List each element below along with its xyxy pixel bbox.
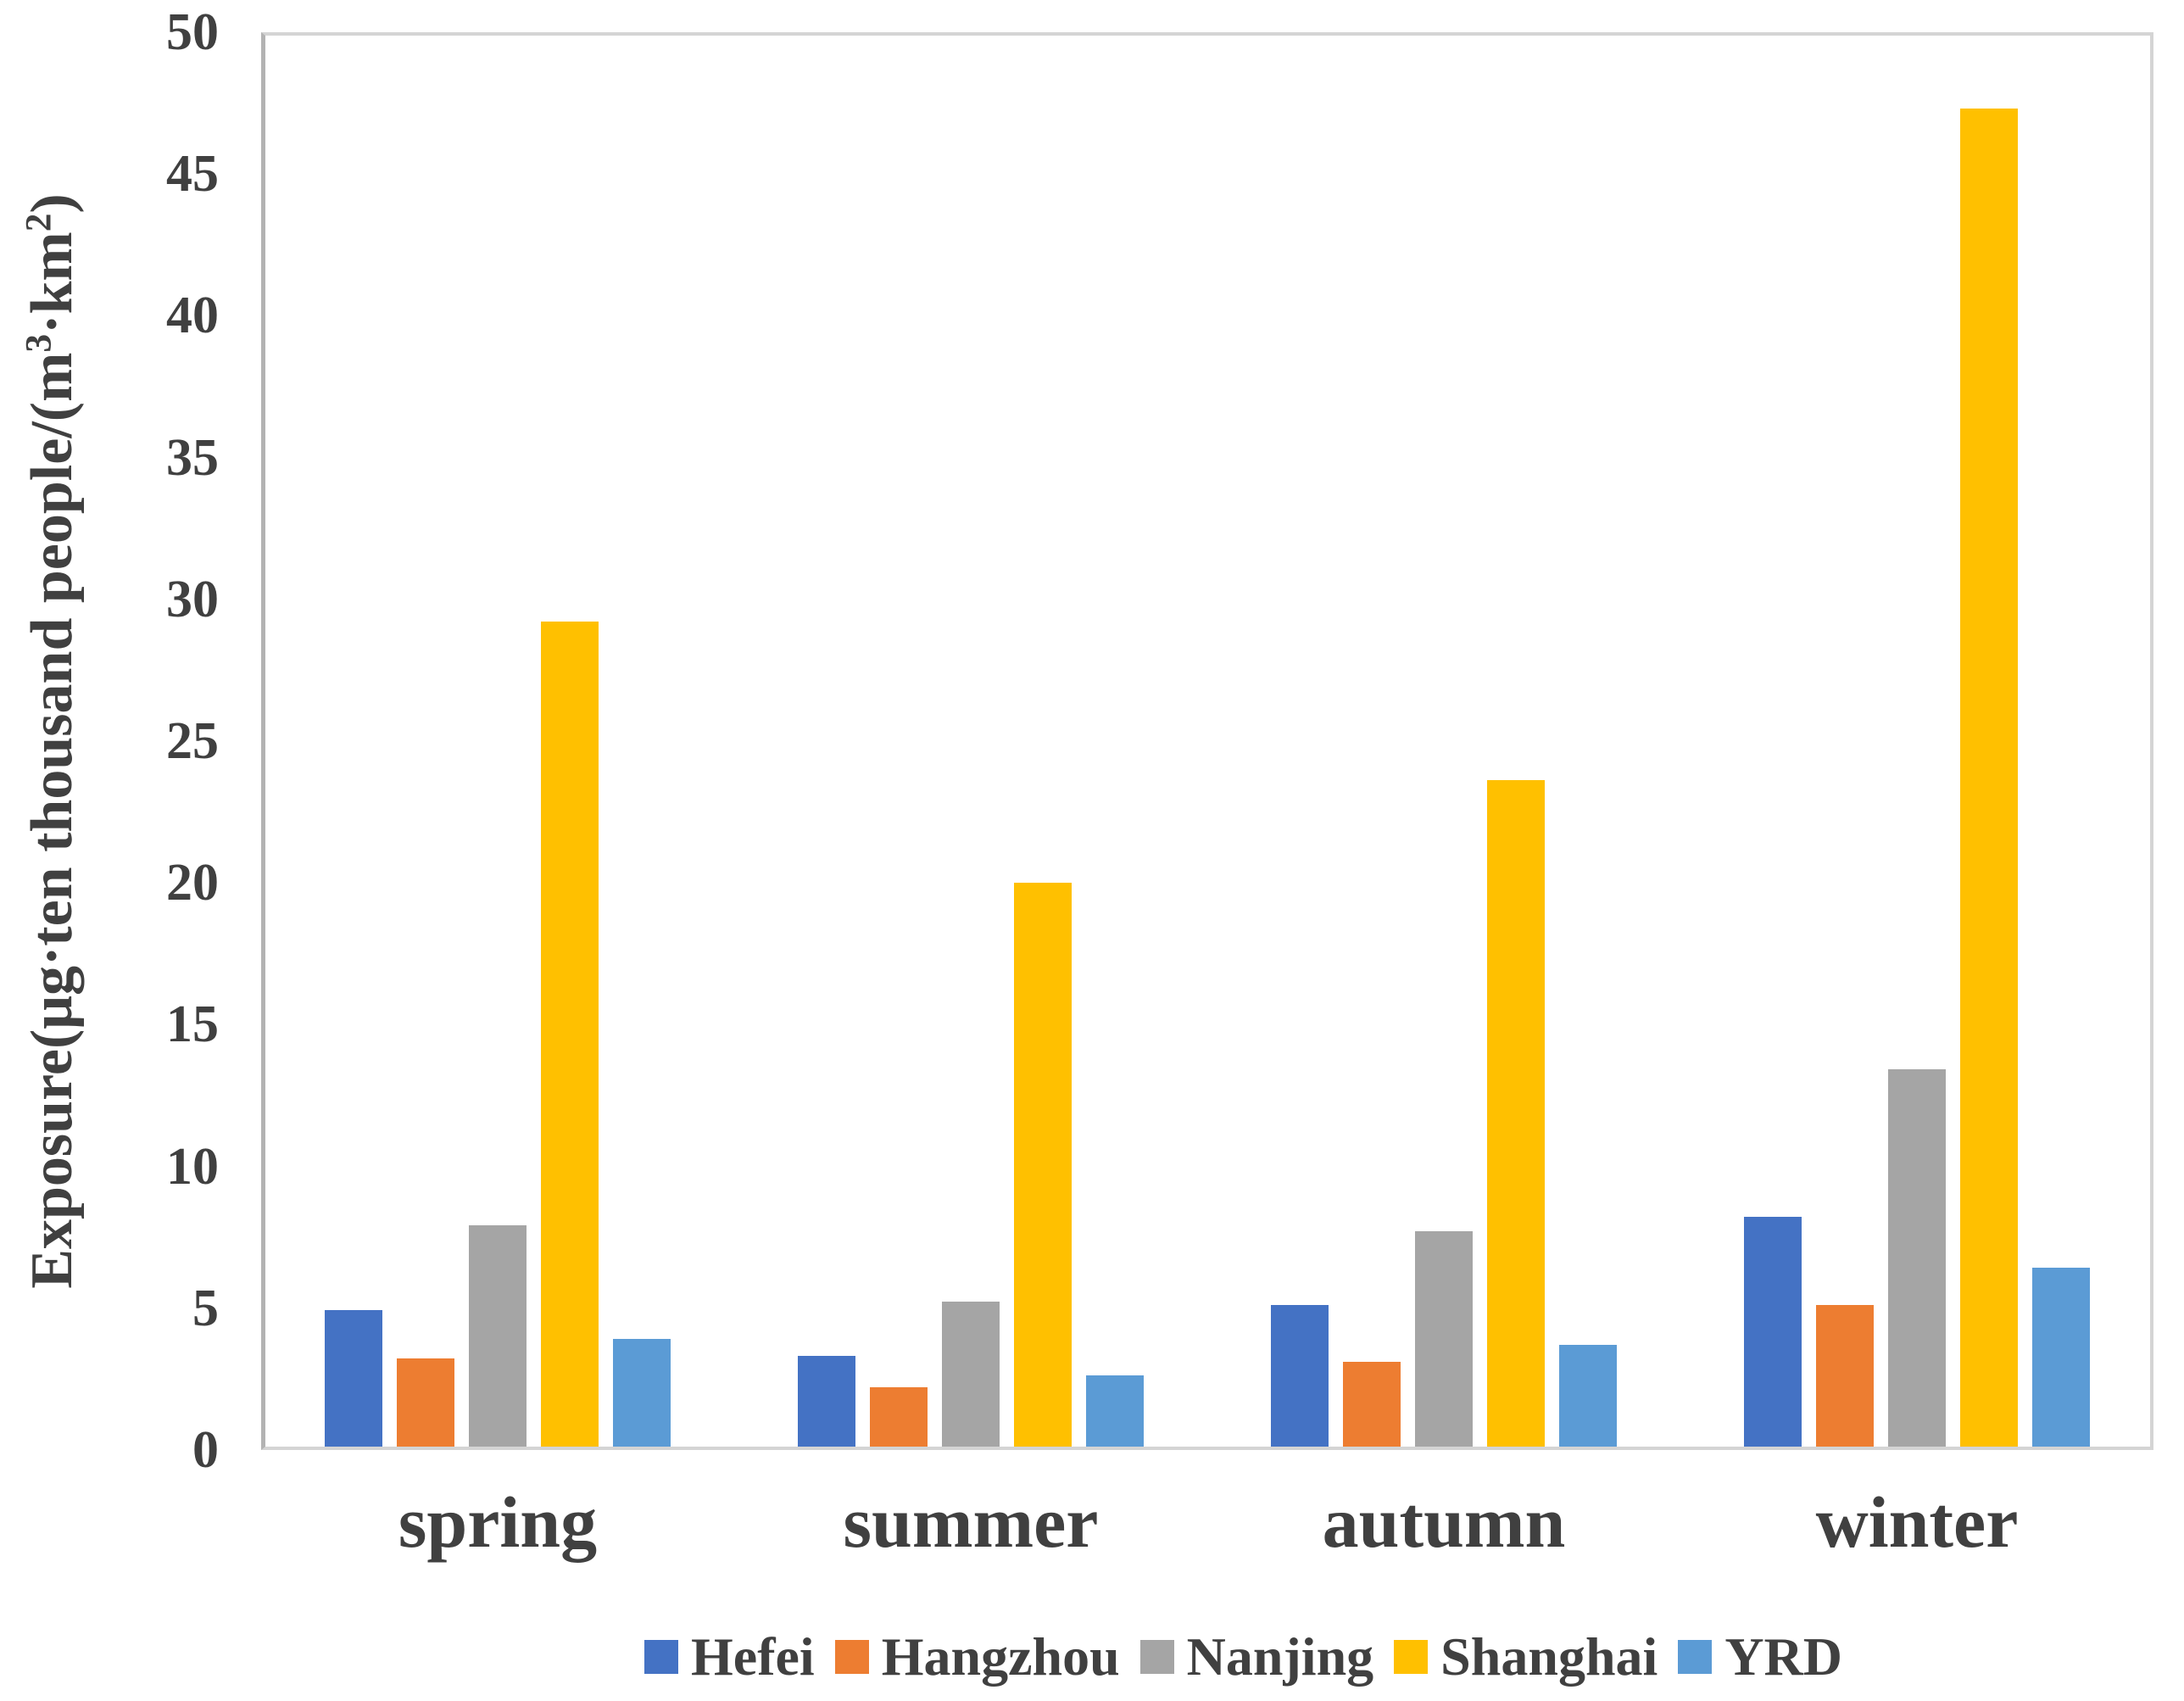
plot-area — [261, 32, 2153, 1450]
x-category-label-spring: spring — [398, 1481, 598, 1563]
bar-autumn-hefei — [1271, 1305, 1329, 1447]
bar-spring-hefei — [325, 1310, 382, 1447]
legend-label-hangzhou: Hangzhou — [881, 1626, 1120, 1687]
legend-item-nanjing: Nanjing — [1139, 1626, 1374, 1687]
y-axis-title-superscript: 2 — [18, 213, 59, 232]
y-tick-label-25: 25 — [166, 712, 219, 770]
bar-autumn-shanghai — [1487, 780, 1545, 1447]
y-tick-label-15: 15 — [166, 996, 219, 1054]
legend-item-yrd: YRD — [1678, 1630, 1842, 1684]
bar-summer-yrd — [1086, 1375, 1144, 1447]
y-tick-label-5: 5 — [192, 1279, 219, 1337]
bar-winter-shanghai — [1960, 109, 2018, 1447]
legend-label-yrd: YRD — [1724, 1626, 1842, 1687]
bar-spring-shanghai — [541, 622, 599, 1447]
y-tick-label-10: 10 — [166, 1137, 219, 1196]
legend-marker-shanghai — [1394, 1640, 1429, 1674]
bar-summer-shanghai — [1014, 883, 1072, 1447]
legend-marker-yrd — [1678, 1640, 1713, 1674]
bar-winter-yrd — [2032, 1268, 2090, 1447]
y-tick-label-30: 30 — [166, 570, 219, 628]
legend-marker-hangzhou — [834, 1640, 869, 1674]
y-tick-label-35: 35 — [166, 428, 219, 487]
y-tick-label-40: 40 — [166, 287, 219, 345]
x-category-label-summer: summer — [843, 1481, 1099, 1563]
legend-marker-hefei — [644, 1640, 678, 1674]
bar-winter-hangzhou — [1816, 1305, 1874, 1447]
x-category-label-autumn: autumn — [1322, 1481, 1566, 1563]
bar-winter-nanjing — [1888, 1069, 1946, 1447]
y-tick-label-0: 0 — [192, 1421, 219, 1479]
bar-autumn-nanjing — [1415, 1231, 1473, 1447]
legend-marker-nanjing — [1139, 1640, 1174, 1674]
y-tick-label-45: 45 — [166, 145, 219, 204]
y-tick-label-20: 20 — [166, 854, 219, 912]
bar-summer-hangzhou — [870, 1387, 928, 1447]
y-tick-label-50: 50 — [166, 3, 219, 61]
bar-spring-yrd — [613, 1339, 671, 1447]
bar-spring-nanjing — [469, 1225, 526, 1447]
bar-summer-nanjing — [942, 1302, 1000, 1447]
bar-autumn-hangzhou — [1343, 1362, 1401, 1447]
bar-spring-hangzhou — [397, 1358, 454, 1447]
legend-item-shanghai: Shanghai — [1394, 1630, 1658, 1684]
x-category-label-winter: winter — [1815, 1481, 2019, 1563]
bar-winter-hefei — [1744, 1217, 1802, 1447]
legend-label-hefei: Hefei — [691, 1626, 815, 1687]
bar-autumn-yrd — [1559, 1345, 1617, 1447]
legend-item-hangzhou: Hangzhou — [834, 1626, 1120, 1687]
legend-label-shanghai: Shanghai — [1440, 1626, 1658, 1687]
legend-item-hefei: Hefei — [644, 1630, 815, 1684]
bar-summer-hefei — [798, 1356, 855, 1447]
legend-label-nanjing: Nanjing — [1186, 1626, 1374, 1687]
legend: Hefei Hangzhou Nanjing Shanghai YRD — [644, 1618, 1842, 1696]
